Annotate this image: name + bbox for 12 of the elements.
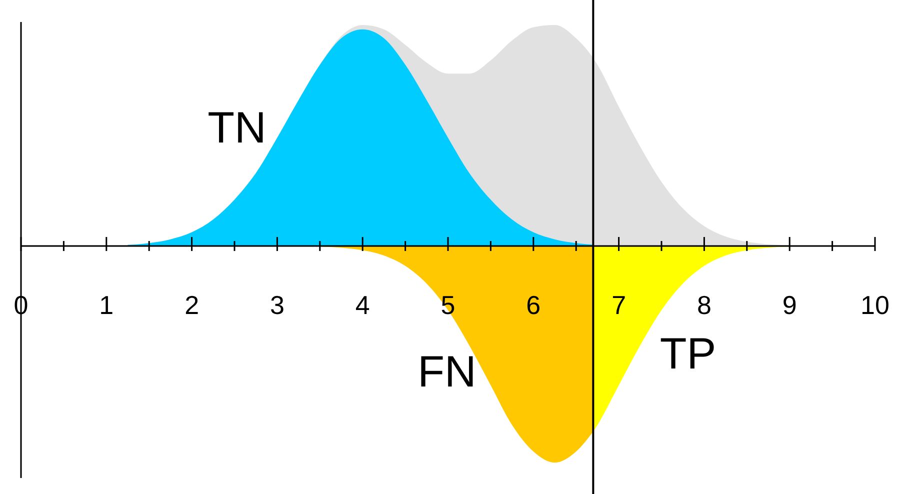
x-tick-label: 3 — [270, 290, 284, 320]
x-tick-label: 7 — [612, 290, 626, 320]
x-tick-label: 9 — [782, 290, 797, 320]
x-tick-label: 10 — [860, 290, 890, 320]
annotation: TN — [208, 104, 266, 152]
x-tick-label: 2 — [184, 290, 200, 320]
x-tick-label: 4 — [355, 290, 370, 320]
x-tick-label: 1 — [99, 290, 114, 320]
x-tick-label: 6 — [526, 290, 541, 320]
x-tick-label: 8 — [696, 290, 712, 320]
annotation: TP — [660, 330, 716, 378]
annotation: FN — [418, 348, 476, 396]
